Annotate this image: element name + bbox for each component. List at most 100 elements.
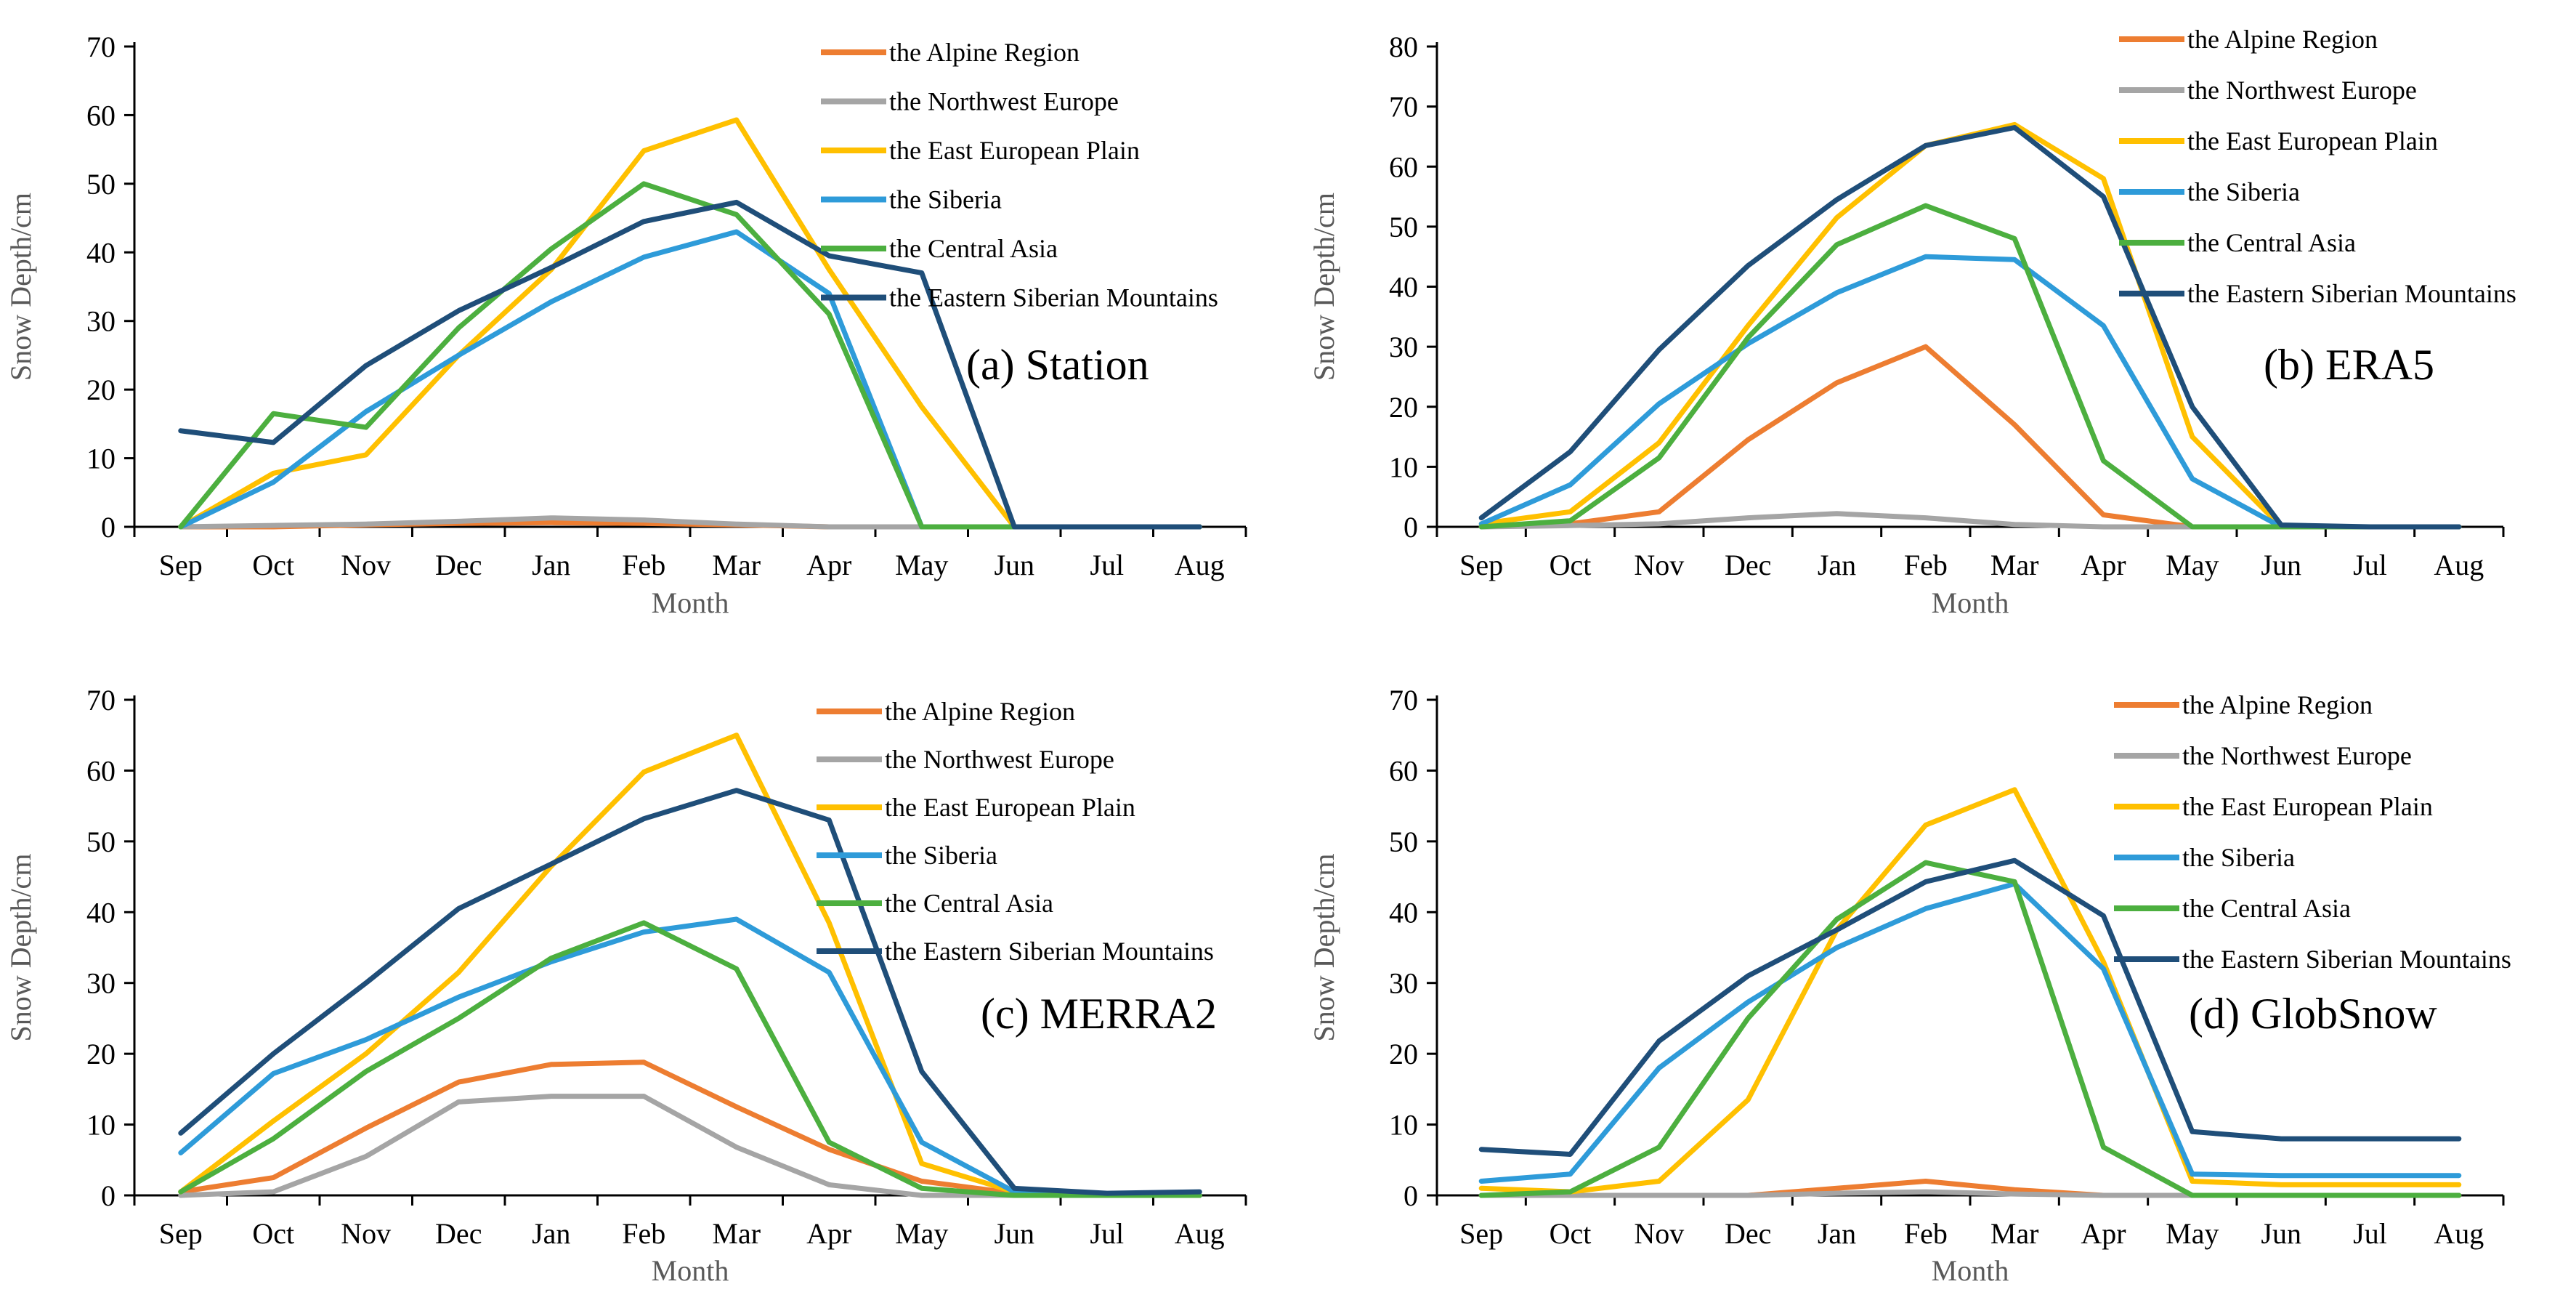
y-tick-label: 40	[86, 896, 116, 929]
legend-label-the-eastern-siberian-mountains: the Eastern Siberian Mountains	[2187, 279, 2516, 308]
x-tick-label: May	[895, 549, 948, 581]
x-tick-label: Feb	[1904, 1217, 1948, 1250]
y-tick-label: 70	[86, 684, 116, 716]
chart-panel-3: 0 10 20 30 40 50 60 70 Sep Oct Nov Dec Jan Feb Mar Apr M…	[4, 684, 1247, 1287]
y-tick-label: 0	[101, 511, 116, 544]
x-tick-label: Dec	[435, 549, 482, 581]
x-axis-title: Month	[1932, 586, 2009, 619]
y-tick-label: 70	[1389, 684, 1418, 716]
y-tick-label: 70	[86, 31, 116, 63]
legend-label-the-siberia: the Siberia	[889, 185, 1002, 214]
x-tick-label: Jun	[2261, 1217, 2301, 1250]
y-tick-label: 50	[86, 825, 116, 858]
legend-label-the-siberia: the Siberia	[885, 841, 997, 870]
y-tick-label: 10	[1389, 451, 1418, 483]
x-tick-label: Nov	[1634, 1217, 1684, 1250]
x-tick-label: Aug	[1175, 1217, 1225, 1250]
x-tick-label: Mar	[1990, 1217, 2039, 1250]
y-axis-title: Snow Depth/cm	[4, 193, 37, 381]
y-tick-label: 60	[1389, 150, 1418, 183]
legend-label-the-alpine-region: the Alpine Region	[889, 38, 1080, 67]
y-tick-label: 30	[86, 967, 116, 1000]
y-tick-label: 50	[1389, 825, 1418, 858]
y-tick-label: 20	[86, 1038, 116, 1070]
y-tick-label: 10	[1389, 1109, 1418, 1142]
y-tick-label: 40	[86, 236, 116, 269]
x-tick-label: Jul	[1090, 1217, 1124, 1250]
x-tick-label: Jul	[2353, 549, 2387, 581]
y-tick-label: 60	[86, 754, 116, 787]
x-tick-label: Apr	[806, 549, 851, 581]
x-tick-label: Sep	[1459, 1217, 1503, 1250]
x-tick-label: Dec	[435, 1217, 482, 1250]
x-tick-label: Jul	[2353, 1217, 2387, 1250]
series-line-the-east-european-plain	[1478, 121, 2462, 530]
series-line-the-alpine-region	[178, 1059, 1202, 1198]
series-line-the-eastern-siberian-mountains	[178, 788, 1202, 1196]
x-tick-label: Sep	[159, 549, 203, 581]
series-line-the-eastern-siberian-mountains	[1478, 125, 2462, 530]
series-line-the-central-asia	[178, 920, 1202, 1198]
panel-title: (b) ERA5	[2264, 341, 2434, 389]
y-tick-label: 80	[1389, 31, 1418, 63]
series-line-the-east-european-plain	[178, 117, 1202, 530]
x-tick-label: Jan	[1818, 549, 1856, 581]
x-tick-label: Nov	[341, 1217, 391, 1250]
y-tick-label: 60	[86, 99, 116, 132]
series-line-the-siberia	[178, 916, 1202, 1198]
legend-label-the-northwest-europe: the Northwest Europe	[2182, 741, 2412, 770]
x-tick-label: Apr	[806, 1217, 851, 1250]
y-tick-label: 70	[1389, 91, 1418, 124]
x-tick-label: Sep	[1459, 549, 1503, 581]
y-axis-title: Snow Depth/cm	[4, 854, 37, 1042]
x-tick-label: Oct	[1550, 549, 1592, 581]
series-line-the-siberia	[1478, 881, 2462, 1184]
legend-label-the-central-asia: the Central Asia	[2182, 894, 2351, 923]
x-tick-label: Aug	[2434, 549, 2484, 581]
x-tick-label: Feb	[622, 1217, 665, 1250]
legend-label-the-east-european-plain: the East European Plain	[2187, 126, 2438, 156]
legend-label-the-central-asia: the Central Asia	[2187, 228, 2356, 257]
x-tick-label: Jan	[1818, 1217, 1856, 1250]
x-tick-label: Dec	[1725, 1217, 1771, 1250]
x-tick-label: May	[895, 1217, 948, 1250]
x-tick-label: Nov	[1634, 549, 1684, 581]
legend-label-the-northwest-europe: the Northwest Europe	[889, 87, 1119, 116]
legend-label-the-east-european-plain: the East European Plain	[2182, 792, 2433, 821]
x-tick-label: Oct	[252, 1217, 294, 1250]
x-tick-label: Jan	[532, 1217, 570, 1250]
y-tick-label: 50	[1389, 211, 1418, 243]
legend-label-the-eastern-siberian-mountains: the Eastern Siberian Mountains	[2182, 945, 2511, 974]
x-tick-label: Jun	[994, 1217, 1034, 1250]
x-tick-label: Aug	[1175, 549, 1225, 581]
y-tick-label: 40	[1389, 271, 1418, 304]
y-tick-label: 30	[1389, 967, 1418, 1000]
series-line-the-eastern-siberian-mountains	[178, 199, 1202, 530]
x-axis-title: Month	[652, 1254, 729, 1287]
x-tick-label: Dec	[1725, 549, 1771, 581]
legend-label-the-northwest-europe: the Northwest Europe	[885, 745, 1114, 774]
x-tick-label: Jun	[2261, 549, 2301, 581]
y-tick-label: 0	[1404, 1179, 1418, 1212]
y-tick-label: 30	[1389, 331, 1418, 363]
y-tick-label: 10	[86, 443, 116, 475]
x-tick-label: Jul	[1090, 549, 1124, 581]
x-tick-label: Oct	[1550, 1217, 1592, 1250]
chart-panel-4: 0 10 20 30 40 50 60 70 Sep Oct Nov Dec Jan Feb Mar Apr M…	[1308, 684, 2511, 1287]
chart-panel-1: 0 10 20 30 40 50 60 70 Sep Oct Nov Dec Jan Feb Mar Apr M…	[4, 31, 1247, 619]
legend-label-the-eastern-siberian-mountains: the Eastern Siberian Mountains	[885, 937, 1214, 966]
x-tick-label: Apr	[2081, 1217, 2126, 1250]
y-tick-label: 50	[86, 168, 116, 201]
x-tick-label: Jan	[532, 549, 570, 581]
chart-panel-2: 0 10 20 30 40 50 60 70 80 Sep Oct Nov Dec Jan Feb Mar Ap…	[1308, 25, 2516, 619]
x-tick-label: Oct	[252, 549, 294, 581]
y-tick-label: 40	[1389, 896, 1418, 929]
y-tick-label: 0	[1404, 511, 1418, 544]
legend-label-the-alpine-region: the Alpine Region	[885, 697, 1075, 726]
y-tick-label: 10	[86, 1109, 116, 1142]
y-tick-label: 20	[1389, 391, 1418, 424]
legend-label-the-central-asia: the Central Asia	[889, 234, 1058, 263]
y-tick-label: 30	[86, 305, 116, 338]
legend-label-the-alpine-region: the Alpine Region	[2187, 25, 2378, 54]
legend-label-the-alpine-region: the Alpine Region	[2182, 690, 2373, 719]
